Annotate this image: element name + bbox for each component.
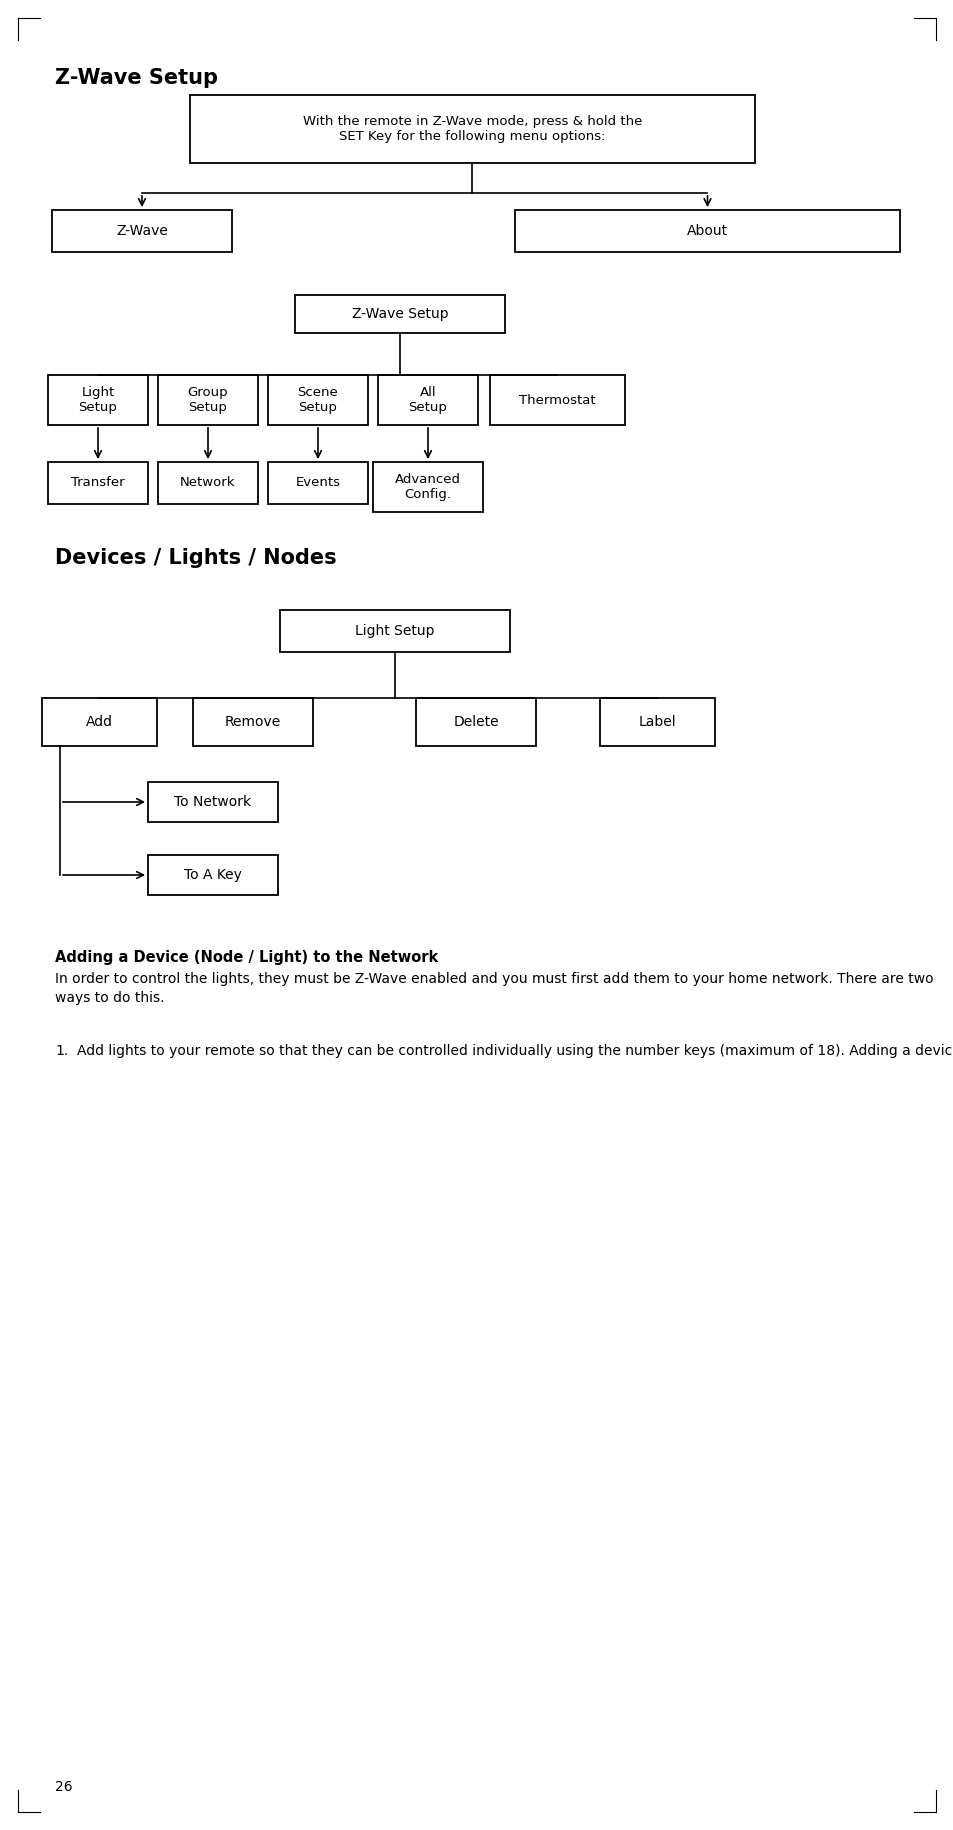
- Text: Remove: Remove: [225, 716, 281, 728]
- Text: Light Setup: Light Setup: [355, 624, 435, 639]
- Bar: [515, 210, 899, 253]
- Text: To Network: To Network: [174, 794, 252, 809]
- Text: Network: Network: [180, 476, 235, 489]
- Text: Z-Wave Setup: Z-Wave Setup: [55, 68, 218, 88]
- Bar: [148, 855, 277, 895]
- Text: All
Setup: All Setup: [408, 386, 447, 414]
- Text: Z-Wave Setup: Z-Wave Setup: [352, 307, 448, 320]
- Bar: [599, 697, 714, 747]
- Bar: [490, 375, 624, 425]
- Bar: [158, 461, 257, 503]
- Text: Add lights to your remote so that they can be controlled individually using the : Add lights to your remote so that they c…: [77, 1043, 953, 1058]
- Text: Label: Label: [638, 716, 676, 728]
- Bar: [158, 375, 257, 425]
- Bar: [48, 461, 148, 503]
- Bar: [148, 781, 277, 822]
- Text: 26: 26: [55, 1781, 72, 1793]
- Bar: [377, 375, 477, 425]
- Bar: [42, 697, 157, 747]
- Text: Delete: Delete: [453, 716, 498, 728]
- Text: Events: Events: [295, 476, 340, 489]
- Text: Thermostat: Thermostat: [518, 393, 596, 406]
- Bar: [52, 210, 232, 253]
- Text: With the remote in Z-Wave mode, press & hold the
SET Key for the following menu : With the remote in Z-Wave mode, press & …: [302, 115, 641, 143]
- Text: Light
Setup: Light Setup: [78, 386, 117, 414]
- Text: Z-Wave: Z-Wave: [116, 223, 168, 238]
- Bar: [280, 609, 510, 651]
- Bar: [294, 295, 504, 333]
- Text: Adding a Device (Node / Light) to the Network: Adding a Device (Node / Light) to the Ne…: [55, 950, 437, 964]
- Bar: [416, 697, 536, 747]
- Text: 1.: 1.: [55, 1043, 69, 1058]
- Bar: [268, 375, 368, 425]
- Text: Scene
Setup: Scene Setup: [297, 386, 338, 414]
- Text: Group
Setup: Group Setup: [188, 386, 228, 414]
- Bar: [48, 375, 148, 425]
- Text: Advanced
Config.: Advanced Config.: [395, 472, 460, 501]
- Text: To A Key: To A Key: [184, 867, 242, 882]
- Text: Add: Add: [86, 716, 112, 728]
- Bar: [193, 697, 313, 747]
- Text: About: About: [686, 223, 727, 238]
- Text: Devices / Lights / Nodes: Devices / Lights / Nodes: [55, 547, 336, 567]
- Bar: [268, 461, 368, 503]
- Text: Transfer: Transfer: [71, 476, 125, 489]
- Bar: [373, 461, 482, 512]
- Bar: [190, 95, 754, 163]
- Text: In order to control the lights, they must be Z-Wave enabled and you must first a: In order to control the lights, they mus…: [55, 972, 933, 1005]
